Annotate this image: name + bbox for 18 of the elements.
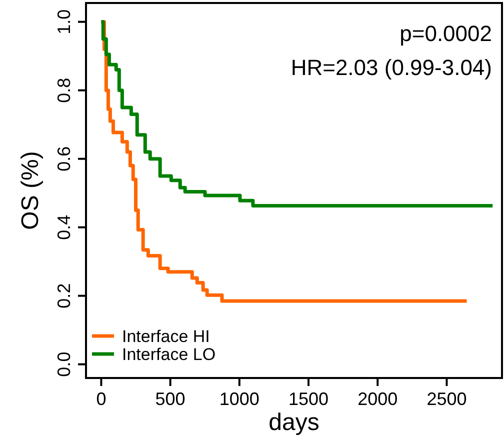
annotation: HR=2.03 (0.99-3.04) — [290, 55, 492, 80]
y-tick-label: 0.4 — [54, 214, 74, 240]
x-tick-label: 1000 — [219, 389, 260, 409]
x-axis-title: days — [268, 409, 320, 436]
x-tick-label: 0 — [96, 389, 106, 409]
x-tick-label: 2000 — [358, 389, 398, 409]
y-tick-label: 0.6 — [54, 146, 74, 172]
annotation: p=0.0002 — [400, 21, 492, 46]
x-tick-label: 500 — [155, 389, 186, 409]
x-tick-label: 2500 — [426, 389, 467, 409]
y-tick-label: 0.0 — [54, 352, 74, 377]
y-tick-label: 1.0 — [54, 9, 74, 34]
legend-label: Interface LO — [122, 345, 216, 364]
y-tick-label: 0.2 — [54, 283, 74, 308]
y-tick-label: 0.8 — [54, 78, 74, 103]
y-axis-title: OS (%) — [17, 151, 44, 230]
x-tick-label: 1500 — [288, 389, 329, 409]
legend-label: Interface HI — [122, 327, 210, 346]
